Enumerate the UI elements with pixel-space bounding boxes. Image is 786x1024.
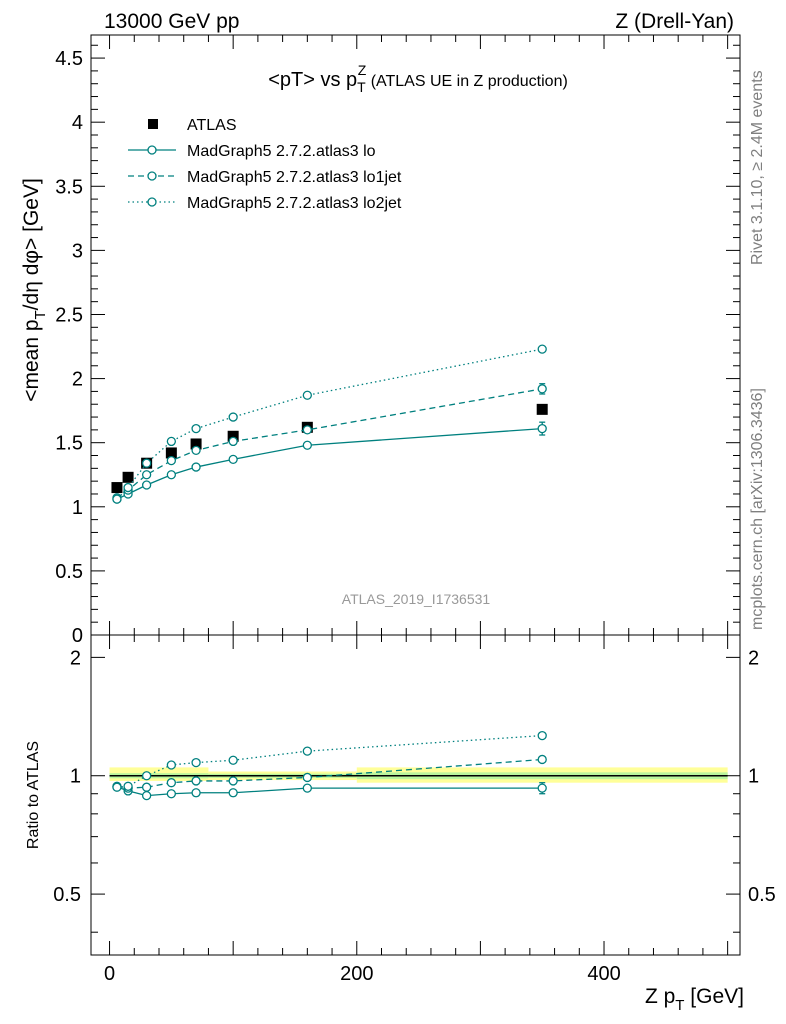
main-series-layer	[111, 344, 548, 504]
atlas-data-point	[190, 438, 202, 450]
ratio-lo1jet-point	[191, 776, 201, 786]
legend-label-lo1jet: MadGraph5 2.7.2.atlas3 lo1jet	[187, 169, 402, 186]
main-lo1jet-point	[537, 384, 547, 394]
main-lo-point	[191, 462, 201, 472]
main-lo1jet-point	[228, 436, 238, 447]
main-y-tick-label: 0.5	[55, 561, 83, 583]
atlas-data-point	[536, 403, 548, 415]
legend-marker-lo1jet	[147, 171, 157, 181]
ratio-panel: 0.5 0.5 1 1 2 2 0 200 400 Ratio to ATLAS Z pT […	[25, 634, 776, 1014]
legend-label-atlas: ATLAS	[187, 117, 237, 134]
atlas-data-point	[122, 471, 134, 483]
ratio-lo2jet-point	[166, 760, 177, 770]
atlas-data-point	[111, 482, 123, 494]
legend-label-lo: MadGraph5 2.7.2.atlas3 lo	[187, 143, 376, 160]
main-y-tick-label: 2	[72, 369, 83, 391]
ratio-lo-point	[141, 790, 152, 801]
legend-marker-lo2jet	[147, 197, 157, 207]
ratio-lo2jet-point	[302, 746, 312, 756]
ratio-lo2jet-point	[141, 771, 152, 781]
main-lo1jet-point	[302, 425, 312, 435]
ratio-lo1jet-point	[166, 778, 177, 788]
main-lo2jet-point	[191, 423, 201, 434]
ratio-lo-point	[302, 783, 312, 793]
ratio-y-tick-label-right: 1	[748, 766, 759, 788]
ratio-x-ticks: 0 200 400	[104, 635, 729, 985]
x-tick-label: 200	[340, 963, 373, 985]
main-lo-point	[166, 470, 177, 480]
main-y-tick-label: 4	[72, 112, 83, 134]
main-lo-point	[141, 480, 152, 490]
main-lo1jet-point	[166, 455, 177, 466]
x-tick-label: 0	[104, 963, 115, 985]
x-tick-label: 400	[587, 963, 620, 985]
header-left: 13000 GeV pp	[104, 10, 239, 33]
main-y-tick-label: 3	[72, 240, 83, 262]
main-y-ticks: 0 0.5 1 1.5 2 2.5 3 3.5 4 4.5	[55, 44, 740, 647]
legend-marker-lo	[147, 145, 157, 155]
main-y-tick-label: 0	[72, 625, 83, 647]
ratio-lo-point	[537, 783, 547, 793]
ratio-lo2jet-point	[191, 757, 201, 768]
main-lo-point	[228, 454, 238, 465]
main-y-tick-label: 3.5	[55, 176, 83, 198]
main-lo-point	[537, 423, 547, 434]
main-y-tick-label: 1.5	[55, 433, 83, 455]
ratio-lo1jet-point	[302, 772, 312, 783]
ratio-lo-point	[228, 788, 238, 798]
main-lo2jet-point	[112, 494, 122, 504]
x-axis-label: Z pT [GeV]	[645, 985, 744, 1014]
main-lo-line	[116, 427, 543, 500]
main-y-tick-label: 2.5	[55, 304, 83, 326]
ratio-y-tick-label: 2	[70, 647, 81, 669]
ratio-series-layer	[112, 730, 547, 801]
main-lo1jet-point	[191, 445, 201, 456]
ratio-y-tick-label-right: 0.5	[748, 884, 776, 906]
ratio-lo1jet-point	[141, 782, 152, 792]
ratio-lo-point	[191, 788, 201, 798]
ratio-lo2jet-point	[228, 755, 238, 765]
ratio-bands	[109, 767, 728, 783]
ratio-lo-point	[166, 789, 177, 799]
main-lo2jet-point	[166, 436, 177, 447]
ratio-y-tick-label-right: 2	[748, 647, 759, 669]
ratio-y-ticks: 0.5 0.5 1 1 2 2	[53, 647, 776, 933]
main-y-tick-label: 4.5	[55, 48, 83, 70]
main-y-tick-label: 1	[72, 497, 83, 519]
ratio-y-tick-label: 1	[70, 766, 81, 788]
main-lo2jet-point	[228, 412, 238, 422]
rivet-label: Rivet 3.1.10, ≥ 2.4M events	[749, 70, 766, 265]
main-lo-point	[302, 440, 312, 450]
ratio-y-tick-label: 0.5	[53, 884, 81, 906]
ratio-lo1jet-point	[228, 776, 238, 786]
main-lo2jet-point	[141, 458, 152, 468]
ratio-lo2jet-point	[123, 781, 133, 791]
main-panel: 0 0.5 1 1.5 2 2.5 3 3.5 4 4.5 <pT> vs pTZ (ATLAS …	[20, 34, 741, 647]
header-right: Z (Drell-Yan)	[615, 10, 734, 33]
main-title: <pT> vs pTZ (ATLAS UE in Z production)	[268, 62, 568, 95]
main-lo1jet-line	[116, 388, 543, 499]
main-lo2jet-point	[302, 390, 312, 400]
atlas-data-point	[227, 430, 239, 442]
ratio-y-axis-label: Ratio to ATLAS	[25, 741, 42, 849]
main-lo1jet-point	[141, 470, 152, 480]
main-lo2jet-line	[116, 348, 543, 500]
main-y-axis-label: <mean pT/dη dφ> [GeV]	[20, 178, 49, 402]
ratio-lo1jet-point	[537, 754, 547, 765]
analysis-id: ATLAS_2019_I1736531	[342, 591, 491, 607]
main-x-ticks	[109, 35, 729, 635]
main-lo2jet-point	[537, 344, 547, 354]
main-lo2jet-point	[123, 482, 133, 493]
ratio-plot-frame	[90, 634, 741, 956]
legend-marker-atlas	[148, 119, 158, 129]
ratio-lo2jet-point	[537, 730, 547, 741]
atlas-data-point	[165, 447, 177, 459]
ratio-lo2jet-point	[112, 782, 122, 792]
legend: ATLAS MadGraph5 2.7.2.atlas3 lo MadGraph…	[128, 117, 402, 212]
ratio-lo-line	[116, 786, 543, 797]
legend-label-lo2jet: MadGraph5 2.7.2.atlas3 lo2jet	[187, 195, 402, 212]
mcplots-label: mcplots.cern.ch [arXiv:1306.3436]	[749, 388, 766, 630]
